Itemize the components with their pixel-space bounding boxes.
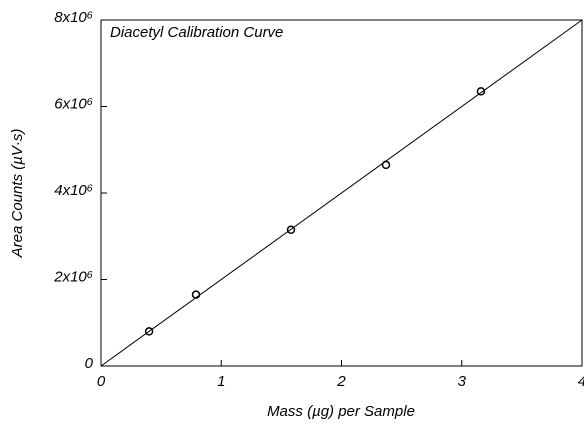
data-point (381, 160, 391, 170)
fit-line (100, 19, 583, 367)
chart-title: Diacetyl Calibration Curve (110, 24, 283, 41)
data-point (286, 225, 296, 235)
y-tick-label: 0 (85, 355, 94, 372)
y-tick-label: 2x10⁶ (53, 268, 93, 285)
y-axis-label: Area Counts (µV·s) (9, 129, 26, 259)
data-point (144, 327, 154, 336)
x-tick-label: 3 (458, 373, 467, 390)
data-point (476, 87, 486, 96)
y-tick-label: 6x10⁶ (54, 95, 93, 112)
x-axis-label: Mass (µg) per Sample (267, 403, 415, 420)
x-tick-label: 0 (97, 373, 106, 390)
data-point (191, 290, 201, 299)
y-tick-label: 8x10⁶ (54, 9, 93, 26)
x-tick-label: 4 (578, 373, 584, 390)
x-tick-label: 1 (217, 373, 225, 390)
x-tick-label: 2 (336, 373, 346, 390)
y-tick-label: 4x10⁶ (54, 182, 93, 199)
